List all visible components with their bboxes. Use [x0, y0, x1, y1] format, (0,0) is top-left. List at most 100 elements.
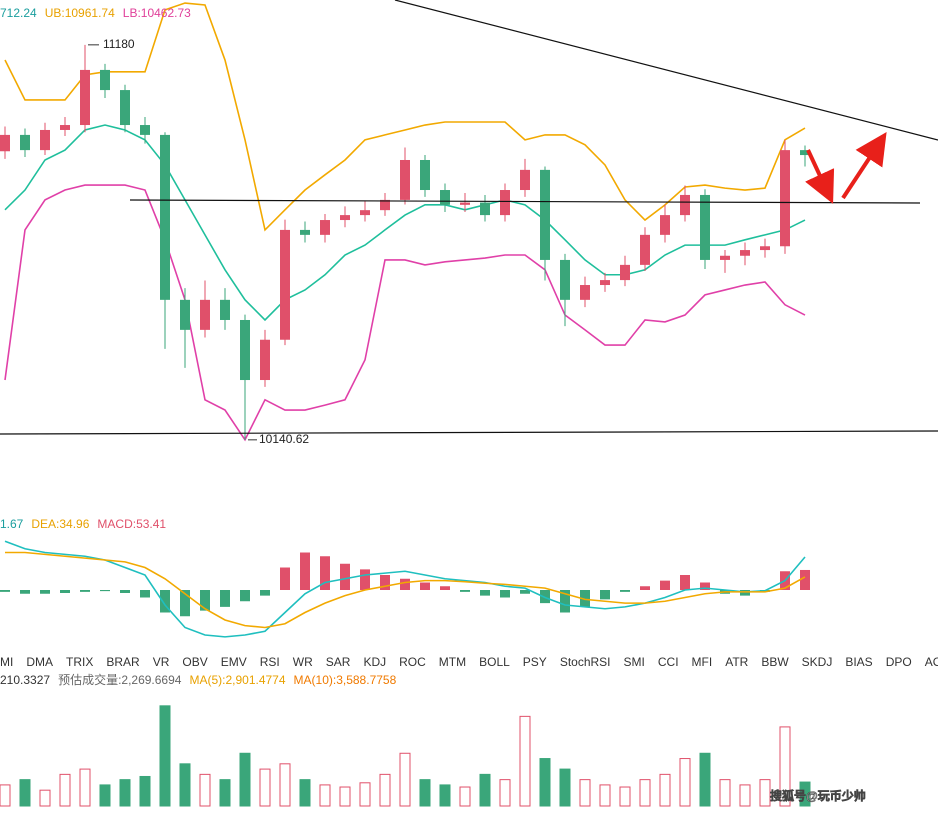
indicator-tab[interactable]: CCI	[658, 655, 679, 669]
macd-bar	[560, 590, 570, 613]
indicator-tab[interactable]: ATR	[725, 655, 748, 669]
trend-line	[0, 430, 938, 435]
indicator-tab[interactable]: BOLL	[479, 655, 510, 669]
volume-bar	[539, 758, 551, 807]
candle-body	[740, 250, 750, 256]
candle-body	[460, 202, 470, 205]
indicator-line	[4, 540, 806, 638]
indicator-tab[interactable]: MI	[0, 655, 13, 669]
volume-bar	[59, 773, 71, 807]
macd-bar	[220, 590, 230, 607]
macd-panel: 1.67 DEA:34.96 MACD:53.41	[0, 517, 810, 638]
candle-body	[200, 299, 210, 330]
indicator-tab[interactable]: PSY	[523, 655, 547, 669]
red-arrow	[841, 131, 887, 200]
indicator-tab[interactable]: OBV	[182, 655, 207, 669]
candle-body	[20, 134, 30, 151]
volume-bar	[119, 779, 131, 807]
volume-bar	[79, 768, 91, 807]
candle-body	[720, 255, 730, 260]
candle-body	[240, 319, 250, 381]
candle-body	[140, 125, 150, 135]
volume-bar	[19, 779, 31, 807]
indicator-tab[interactable]: KDJ	[363, 655, 386, 669]
macd-bar	[280, 567, 290, 590]
candle-body	[500, 190, 510, 216]
indicator-line	[4, 2, 806, 232]
indicator-tab[interactable]: RSI	[260, 655, 280, 669]
macd-bar	[140, 590, 150, 598]
indicator-tab[interactable]: SKDJ	[802, 655, 833, 669]
macd-bar	[360, 569, 370, 590]
volume-bar	[759, 779, 771, 807]
trend-line	[394, 0, 938, 141]
volume-bar	[199, 773, 211, 807]
volume-bar	[799, 781, 811, 807]
macd-bar	[500, 590, 510, 598]
candle-body	[100, 69, 110, 91]
indicator-line	[5, 551, 806, 629]
candle-body	[40, 129, 50, 151]
candle-body	[560, 259, 570, 300]
candle-body	[780, 150, 790, 247]
volume-bar	[699, 752, 711, 807]
macd-bar	[540, 590, 550, 604]
volume-bar	[39, 789, 51, 807]
volume-bar	[319, 784, 331, 807]
volume-bar	[719, 779, 731, 807]
candle-body	[360, 210, 370, 216]
candle-body	[220, 299, 230, 320]
indicator-tab[interactable]: DMA	[26, 655, 53, 669]
legend-item: 712.24	[0, 6, 37, 20]
indicator-tab[interactable]: WR	[293, 655, 313, 669]
legend-item: MA(5):2,901.4774	[189, 673, 285, 687]
indicator-tab[interactable]: SAR	[326, 655, 351, 669]
volume-bar	[299, 779, 311, 807]
indicator-tab[interactable]: DPO	[886, 655, 912, 669]
macd-bar	[260, 590, 270, 596]
indicator-tab[interactable]: BRAR	[106, 655, 140, 669]
indicator-tab[interactable]: TRIX	[66, 655, 93, 669]
indicator-tab[interactable]: AO	[925, 655, 938, 669]
candle-body	[320, 220, 330, 235]
macd-bar	[80, 590, 90, 592]
volume-bar	[579, 779, 591, 807]
volume-bar	[99, 784, 111, 807]
volume-bar	[519, 715, 531, 807]
indicator-tab[interactable]: StochRSI	[560, 655, 611, 669]
volume-bar	[0, 784, 11, 807]
macd-bar	[40, 590, 50, 594]
indicator-line	[4, 124, 806, 322]
candle-body	[300, 229, 310, 235]
candle-body	[340, 215, 350, 221]
indicator-tab[interactable]: BBW	[761, 655, 789, 669]
candle-body	[520, 169, 530, 191]
candle-body	[280, 229, 290, 340]
legend-item: MACD:53.41	[97, 517, 166, 531]
macd-bar	[460, 590, 470, 592]
volume-bar	[279, 763, 291, 807]
legend-item: 1.67	[0, 517, 24, 531]
macd-bar	[180, 590, 190, 617]
indicator-tab[interactable]: ROC	[399, 655, 426, 669]
macd-bar	[680, 575, 690, 590]
volume-bar	[639, 779, 651, 807]
macd-bar	[380, 575, 390, 590]
volume-bar	[419, 779, 431, 807]
low-label: 10140.62	[259, 432, 309, 446]
red-arrow	[805, 149, 835, 204]
indicator-tab[interactable]: BIAS	[845, 655, 872, 669]
volume-bar	[659, 773, 671, 807]
indicator-tab[interactable]: MTM	[439, 655, 466, 669]
indicator-tab[interactable]: MFI	[692, 655, 713, 669]
volume-bar	[179, 763, 191, 807]
indicator-tab[interactable]: VR	[153, 655, 170, 669]
main-panel: 11180 10140.62 712.24 UB:10961.74 LB:10462.7…	[0, 2, 810, 446]
indicator-tab[interactable]: SMI	[624, 655, 645, 669]
volume-bar	[499, 779, 511, 807]
candle-body	[600, 280, 610, 286]
volume-bar	[159, 705, 171, 807]
indicator-tab[interactable]: EMV	[221, 655, 247, 669]
candle-body	[80, 69, 90, 126]
legend-item: LB:10462.73	[123, 6, 191, 20]
